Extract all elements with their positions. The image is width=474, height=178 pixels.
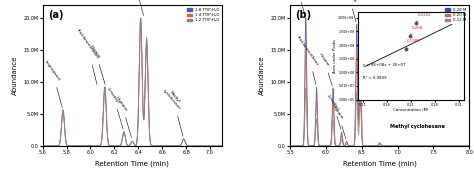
- X-axis label: Retention Time (min): Retention Time (min): [95, 161, 169, 167]
- Text: Isopropanol: Isopropanol: [288, 0, 305, 15]
- Text: Trichloromethane: Trichloromethane: [296, 34, 319, 84]
- Text: Heptane: Heptane: [331, 104, 346, 139]
- Text: Hexane: Hexane: [318, 52, 332, 86]
- Text: 2-methyl: 2-methyl: [326, 93, 341, 129]
- Legend: 0.28 M, 0.20 M, 0.12 M: 0.28 M, 0.20 M, 0.12 M: [445, 7, 467, 23]
- Text: 2-methyl: 2-methyl: [106, 86, 123, 129]
- Text: Isopropanol: Isopropanol: [44, 60, 62, 108]
- Text: Trichloromethane: Trichloromethane: [75, 27, 99, 84]
- X-axis label: Retention Time (min): Retention Time (min): [343, 161, 417, 167]
- Text: Cyclohexane: Cyclohexane: [124, 0, 144, 15]
- Text: Heptane: Heptane: [115, 96, 131, 138]
- Text: Methyl
cyclohexane: Methyl cyclohexane: [161, 86, 184, 136]
- Text: (b): (b): [295, 10, 311, 20]
- Legend: 1:8 TTIP:H₂O, 1:4 TTIP:H₂O, 1:2 TTIP:H₂O: 1:8 TTIP:H₂O, 1:4 TTIP:H₂O, 1:2 TTIP:H₂O: [186, 7, 220, 23]
- Text: (a): (a): [48, 10, 64, 20]
- Text: Methyl cyclohexane: Methyl cyclohexane: [391, 124, 445, 129]
- Y-axis label: Abundance: Abundance: [12, 56, 18, 95]
- Y-axis label: Abundance: Abundance: [259, 56, 265, 95]
- Text: Cyclohexane: Cyclohexane: [338, 0, 357, 22]
- Text: Hexane: Hexane: [89, 44, 105, 85]
